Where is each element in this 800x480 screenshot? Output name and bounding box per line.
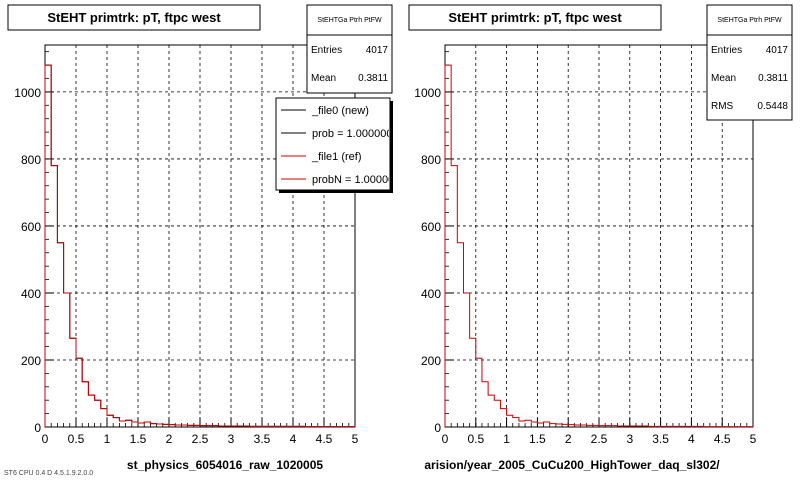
x-tick-label: 1.5: [130, 432, 147, 446]
x-tick-label: 2.5: [192, 432, 209, 446]
title-box: [408, 4, 662, 31]
x-tick-label: 3.5: [652, 432, 669, 446]
y-tick-label: 800: [21, 153, 41, 167]
stats-value: 4017: [766, 45, 789, 56]
stats-label: Mean: [711, 73, 736, 84]
stats-name: StEHTGa Ptrh PtFW: [717, 17, 782, 24]
x-tick-label: 1.5: [529, 432, 546, 446]
y-tick-label: 0: [34, 421, 41, 435]
legend-label: prob = 1.000000: [312, 128, 392, 140]
legend-label: _file0 (new): [311, 105, 369, 117]
y-tick-label: 200: [21, 354, 41, 368]
x-tick-label: 1: [104, 432, 111, 446]
stats-value: 4017: [366, 45, 389, 56]
x-tick-label: 5: [750, 432, 757, 446]
x-tick-label: 3: [228, 432, 235, 446]
title-box: [7, 4, 261, 31]
x-tick-label: 4.5: [714, 432, 731, 446]
stats-label: Entries: [311, 45, 342, 56]
y-tick-label: 200: [421, 354, 441, 368]
x-tick-label: 2: [166, 432, 173, 446]
x-axis-label: arision/year_2005_CuCu200_HighTower_daq_…: [424, 458, 720, 472]
x-tick-label: 4: [290, 432, 297, 446]
x-tick-label: 3.5: [254, 432, 271, 446]
stats-box: [306, 4, 393, 94]
stats-value: 0.3811: [358, 73, 388, 84]
legend-box: [275, 97, 391, 191]
x-tick-label: 4: [688, 432, 695, 446]
y-tick-label: 1000: [414, 86, 441, 100]
x-tick-label: 0: [442, 432, 449, 446]
chart-panel-1: 0 0.5 1 1.5 2 2.5 3 3.5 4 4.5 5 0 200 400 600 800 1000 St…: [7, 4, 400, 472]
stats-label: Entries: [711, 45, 742, 56]
legend-label: _file1 (ref): [311, 151, 362, 163]
y-tick-label: 800: [421, 153, 441, 167]
y-tick-label: 1000: [14, 86, 41, 100]
footer-text: ST6 CPU 0.4 D 4.5.1.9.2.0.0: [4, 470, 93, 477]
stats-box: [706, 4, 793, 121]
legend: _file0 (new) prob = 1.000000 _file1 (ref) p…: [281, 105, 400, 186]
y-tick-label: 600: [21, 220, 41, 234]
stats-label: Mean: [311, 73, 336, 84]
y-tick-label: 400: [421, 287, 441, 301]
x-tick-label: 0: [42, 432, 49, 446]
y-tick-label: 0: [434, 421, 441, 435]
chart-title: StEHT primtrk: pT, ftpc west: [47, 10, 221, 25]
histogram-series-2: [44, 64, 356, 428]
stats-value: 0.3811: [758, 73, 788, 84]
legend-label: probN = 1.000000: [312, 174, 400, 186]
x-tick-label: 4.5: [316, 432, 333, 446]
chart-panel-2: 0 0.5 1 1.5 2 2.5 3 3.5 4 4.5 5 0 200 400 600 800 1000 St…: [408, 4, 793, 472]
histogram-series-1: [444, 64, 754, 428]
x-axis-label: st_physics_6054016_raw_1020005: [127, 458, 323, 472]
stats-value: 0.5448: [757, 101, 788, 112]
stats-label: RMS: [711, 101, 734, 112]
x-tick-label: 1: [503, 432, 510, 446]
x-tick-label: 3: [626, 432, 633, 446]
x-tick-label: 2: [565, 432, 572, 446]
x-tick-label: 0.5: [68, 432, 85, 446]
stats-name: StEHTGa Ptrh PtFW: [317, 17, 382, 24]
x-tick-label: 0.5: [467, 432, 484, 446]
x-tick-label: 2.5: [591, 432, 608, 446]
x-tick-label: 5: [352, 432, 359, 446]
chart-title: StEHT primtrk: pT, ftpc west: [448, 10, 622, 25]
y-tick-label: 400: [21, 287, 41, 301]
y-tick-label: 600: [421, 220, 441, 234]
